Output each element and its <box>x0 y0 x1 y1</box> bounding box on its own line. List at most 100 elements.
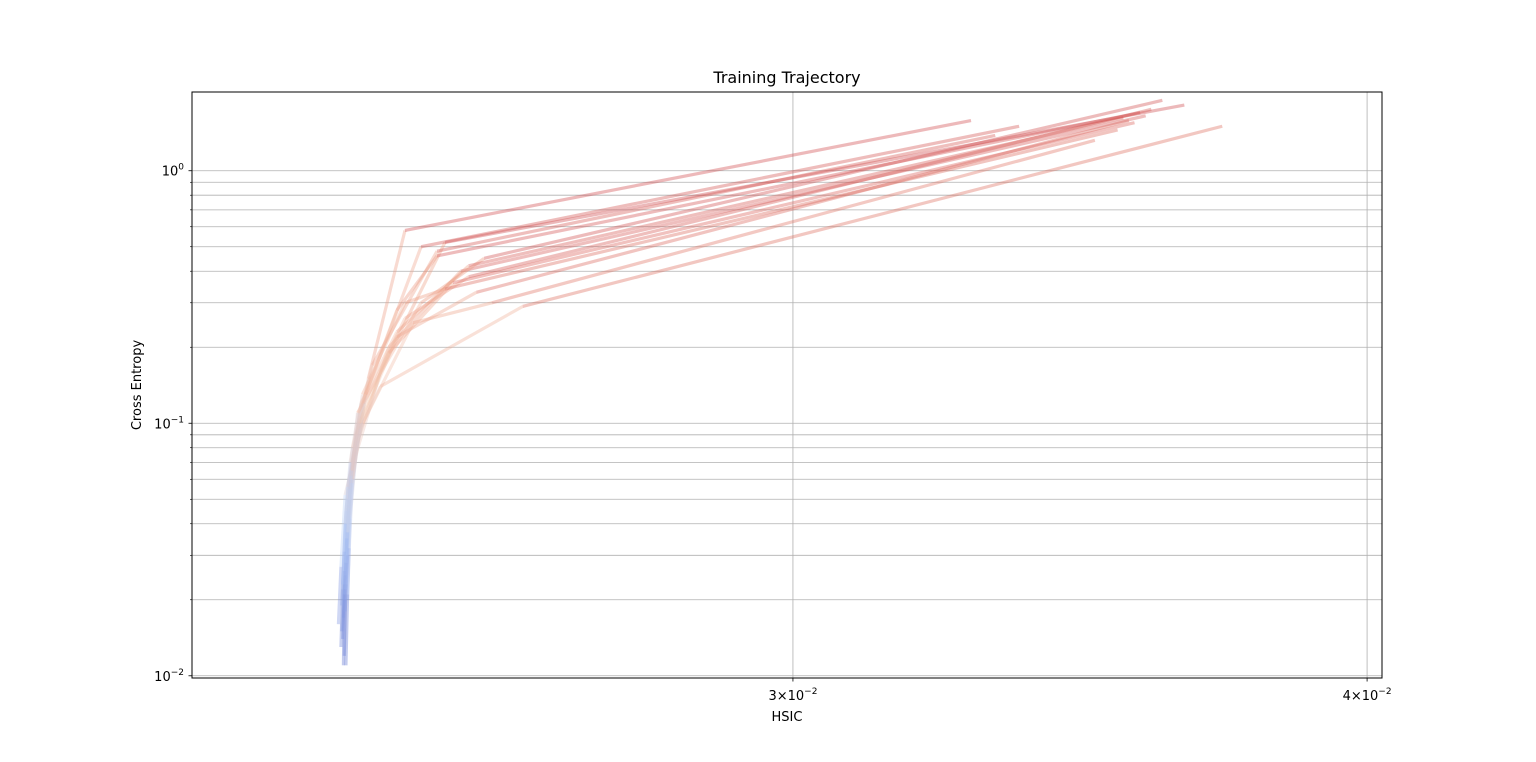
trajectory-segment <box>412 301 493 325</box>
x-tick-label: 3×10−2 <box>768 687 817 704</box>
trajectory-segment <box>344 515 351 585</box>
series-run-8 <box>341 98 1163 618</box>
series-run-10 <box>345 124 1020 600</box>
y-tick-label: 10−1 <box>154 415 184 432</box>
trajectory-segment <box>342 499 350 572</box>
trajectory-segment <box>387 281 455 354</box>
plot-frame <box>191 91 1383 679</box>
trajectory-segment <box>343 422 365 496</box>
trajectory-segment <box>342 538 349 595</box>
trajectory-segment <box>354 371 383 456</box>
series-run-12 <box>342 116 1124 595</box>
series-run-13 <box>344 128 1118 590</box>
trajectory-segment <box>468 107 1152 279</box>
trajectory-segment <box>460 114 1147 273</box>
trajectory-segment <box>491 138 1096 305</box>
trajectory-segment <box>356 309 399 414</box>
chart-title: Training Trajectory <box>712 68 860 87</box>
trajectory-segment <box>444 128 1118 291</box>
y-tick-label: 100 <box>162 163 185 180</box>
trajectory-segment <box>340 510 348 590</box>
x-tick-label: 4×10−2 <box>1343 687 1392 704</box>
trajectory-segment <box>444 103 1185 245</box>
trajectory-segment <box>356 346 391 442</box>
trajectory-segment <box>342 523 349 600</box>
trajectory-segment <box>346 422 361 488</box>
trajectory-segment <box>340 575 347 639</box>
trajectory-segment <box>404 118 972 233</box>
trajectory-segment <box>347 440 360 516</box>
series-run-4 <box>342 114 1147 656</box>
trajectory-segment <box>345 482 354 556</box>
x-axis-label: HSIC <box>772 710 803 725</box>
trajectory-segment <box>345 470 354 533</box>
trajectory-segment <box>379 305 524 388</box>
trajectory-segment <box>366 230 407 380</box>
y-tick-label: 10−2 <box>154 668 184 685</box>
trajectory-segment <box>348 412 360 463</box>
trajectory-segment <box>475 119 1130 294</box>
trajectory-segment <box>359 331 399 404</box>
series-run-3 <box>339 133 996 648</box>
trajectory-segment <box>350 394 365 471</box>
ticks-group: 10−2 10−1 100 3×10−2 4×10−2 <box>154 163 1391 704</box>
grid <box>192 92 1382 678</box>
trajectory-segment <box>354 336 399 436</box>
trajectory-segment <box>370 250 439 366</box>
trajectory-segment <box>342 486 350 552</box>
trajectory-segment <box>345 475 353 539</box>
trajectory-segment <box>404 287 446 305</box>
trajectory-segment <box>341 599 346 666</box>
trajectory-segment <box>364 246 423 396</box>
trajectory-segment <box>346 428 362 500</box>
trajectory-segment <box>522 124 1223 309</box>
trajectory-segment <box>342 584 348 656</box>
trajectory-segment <box>344 594 350 666</box>
series-run-1 <box>341 118 972 666</box>
series-run-7 <box>336 124 1223 625</box>
trajectory-segment <box>341 562 348 618</box>
series-run-9 <box>343 107 1152 612</box>
series-run-14 <box>340 110 1141 585</box>
trajectory-segment <box>344 532 350 590</box>
trajectory-segment <box>361 385 383 424</box>
series-run-6 <box>340 138 1096 632</box>
trajectory-segment <box>350 394 368 480</box>
trajectory-segment <box>420 124 1020 249</box>
trajectory-segment <box>345 548 351 600</box>
trajectory-segment <box>395 264 470 334</box>
series-group <box>336 98 1223 666</box>
y-axis-label: Cross Entropy <box>130 340 145 431</box>
trajectory-segment <box>387 270 462 349</box>
trajectory-segment <box>436 110 1141 258</box>
trajectory-segment <box>345 518 352 595</box>
trajectory-segment <box>348 454 358 519</box>
trajectory-segment <box>379 241 447 373</box>
trajectory-segment <box>356 301 423 414</box>
trajectory-segment <box>483 98 1163 260</box>
trajectory-segment <box>452 121 1135 285</box>
trajectory-segment <box>347 479 355 549</box>
trajectory-segment <box>340 570 346 632</box>
trajectory-segment <box>343 508 351 576</box>
trajectory-segment <box>420 256 486 305</box>
trajectory-segment <box>344 488 352 563</box>
trajectory-segment <box>343 462 352 524</box>
trajectory-segment <box>339 589 345 648</box>
trajectory-segment <box>358 322 415 430</box>
trajectory-segment <box>336 566 343 625</box>
trajectory-segment <box>436 133 996 253</box>
trajectory-segment <box>339 494 347 567</box>
trajectory-segment <box>350 378 370 463</box>
trajectory-segment <box>343 555 350 612</box>
trajectory-segment <box>348 412 360 489</box>
series-run-2 <box>344 103 1185 666</box>
trajectory-segment <box>344 447 355 511</box>
trajectory-segment <box>468 116 1124 268</box>
trajectory-segment <box>346 434 358 509</box>
series-run-5 <box>340 119 1130 639</box>
trajectory-segment <box>396 290 478 339</box>
trajectory-segment <box>404 275 470 320</box>
